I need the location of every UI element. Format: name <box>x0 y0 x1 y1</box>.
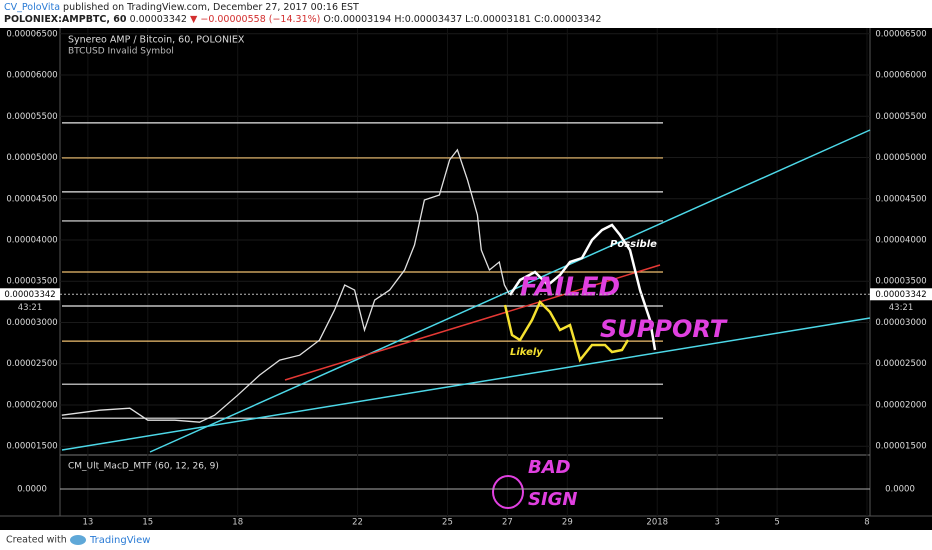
low: L:0.00003181 <box>465 14 532 25</box>
trend-line <box>149 129 871 453</box>
x-tick-label: 8 <box>864 518 869 528</box>
arrow: ▼ <box>190 14 198 25</box>
y-tick-label: 0.00006500 <box>875 29 926 39</box>
y-tick-label: 0.00003000 <box>875 318 926 328</box>
chart-subtitle: BTCUSD Invalid Symbol <box>68 47 174 57</box>
y-tick-label: 0.00003500 <box>875 277 926 287</box>
logo <box>70 535 86 545</box>
open: O:0.00003194 <box>323 14 392 25</box>
x-tick-label: 18 <box>232 518 243 528</box>
x-tick-label: 15 <box>142 518 153 528</box>
x-tick-label: 22 <box>352 518 363 528</box>
close: C:0.00003342 <box>534 14 602 25</box>
y-tick-label: 0.00005000 <box>6 153 57 163</box>
price-line <box>61 148 511 423</box>
price-tag <box>0 288 60 301</box>
x-tick-label: 29 <box>562 518 573 528</box>
trend-line <box>61 317 871 451</box>
symbol: POLONIEX:AMPBTC, 60 <box>4 14 127 25</box>
annotation: SUPPORT <box>600 315 728 343</box>
y-tick-label: 0.00005000 <box>875 153 926 163</box>
y-tick-label: 0.00006000 <box>875 71 926 81</box>
indicator-name: CM_Ult_MacD_MTF (60, 12, 26, 9) <box>68 462 219 472</box>
high: H:0.00003437 <box>394 14 463 25</box>
change: −0.00000558 (−14.31%) <box>200 14 321 25</box>
x-tick-label: 25 <box>442 518 453 528</box>
x-tick-label: 2018 <box>646 518 668 528</box>
y-tick-label: 0.00002000 <box>6 400 57 410</box>
published: published on TradingView.com, December 2… <box>63 2 359 13</box>
y-tick-label: 0.00003000 <box>6 318 57 328</box>
x-tick-label: 5 <box>774 518 779 528</box>
possible-path <box>508 223 657 351</box>
likely-path <box>503 299 630 363</box>
y-tick-label: 0.00004000 <box>875 236 926 246</box>
annotation: FAILED <box>520 273 620 303</box>
x-tick-label: 3 <box>714 518 719 528</box>
chart-title: Synereo AMP / Bitcoin, 60, POLONIEX <box>68 35 245 46</box>
price-tag-label: 0.00003342 <box>4 290 55 300</box>
y-tick-label: 0.00005500 <box>875 112 926 122</box>
indicator-tick: 0.0000 <box>885 485 915 495</box>
price-tag <box>870 288 932 301</box>
y-tick-label: 0.00004000 <box>6 236 57 246</box>
price-tag-label: 0.00003342 <box>875 290 926 300</box>
annotation: Possible <box>610 239 657 250</box>
countdown: 43:21 <box>889 303 914 313</box>
y-tick-label: 0.00002000 <box>875 400 926 410</box>
annotation: Likely <box>510 347 543 358</box>
countdown: 43:21 <box>18 303 43 313</box>
annotation: SIGN <box>528 489 578 510</box>
footer-text: Created with <box>6 535 67 546</box>
y-tick-label: 0.00006000 <box>6 71 57 81</box>
x-tick-label: 27 <box>502 518 513 528</box>
footer-bg <box>0 530 932 550</box>
y-tick-label: 0.00001500 <box>6 442 57 452</box>
y-tick-label: 0.00002500 <box>6 359 57 369</box>
y-tick-label: 0.00002500 <box>875 359 926 369</box>
header-line: CV_PoloVita published on TradingView.com… <box>4 2 359 13</box>
y-tick-label: 0.00004500 <box>6 194 57 204</box>
y-tick-label: 0.00003500 <box>6 277 57 287</box>
author[interactable]: CV_PoloVita <box>4 2 61 13</box>
annotation: BAD <box>528 457 571 478</box>
y-tick-label: 0.00001500 <box>875 442 926 452</box>
header-line: POLONIEX:AMPBTC, 60 0.00003342 ▼ −0.0000… <box>4 14 601 25</box>
circle-annotation <box>492 475 524 509</box>
last: 0.00003342 <box>129 14 187 25</box>
footer-brand[interactable]: TradingView <box>89 535 150 546</box>
y-tick-label: 0.00006500 <box>6 29 57 39</box>
x-tick-label: 13 <box>82 518 93 528</box>
y-tick-label: 0.00004500 <box>875 194 926 204</box>
y-tick-label: 0.00005500 <box>6 112 57 122</box>
trend-line <box>284 264 661 381</box>
indicator-tick: 0.0000 <box>17 485 47 495</box>
